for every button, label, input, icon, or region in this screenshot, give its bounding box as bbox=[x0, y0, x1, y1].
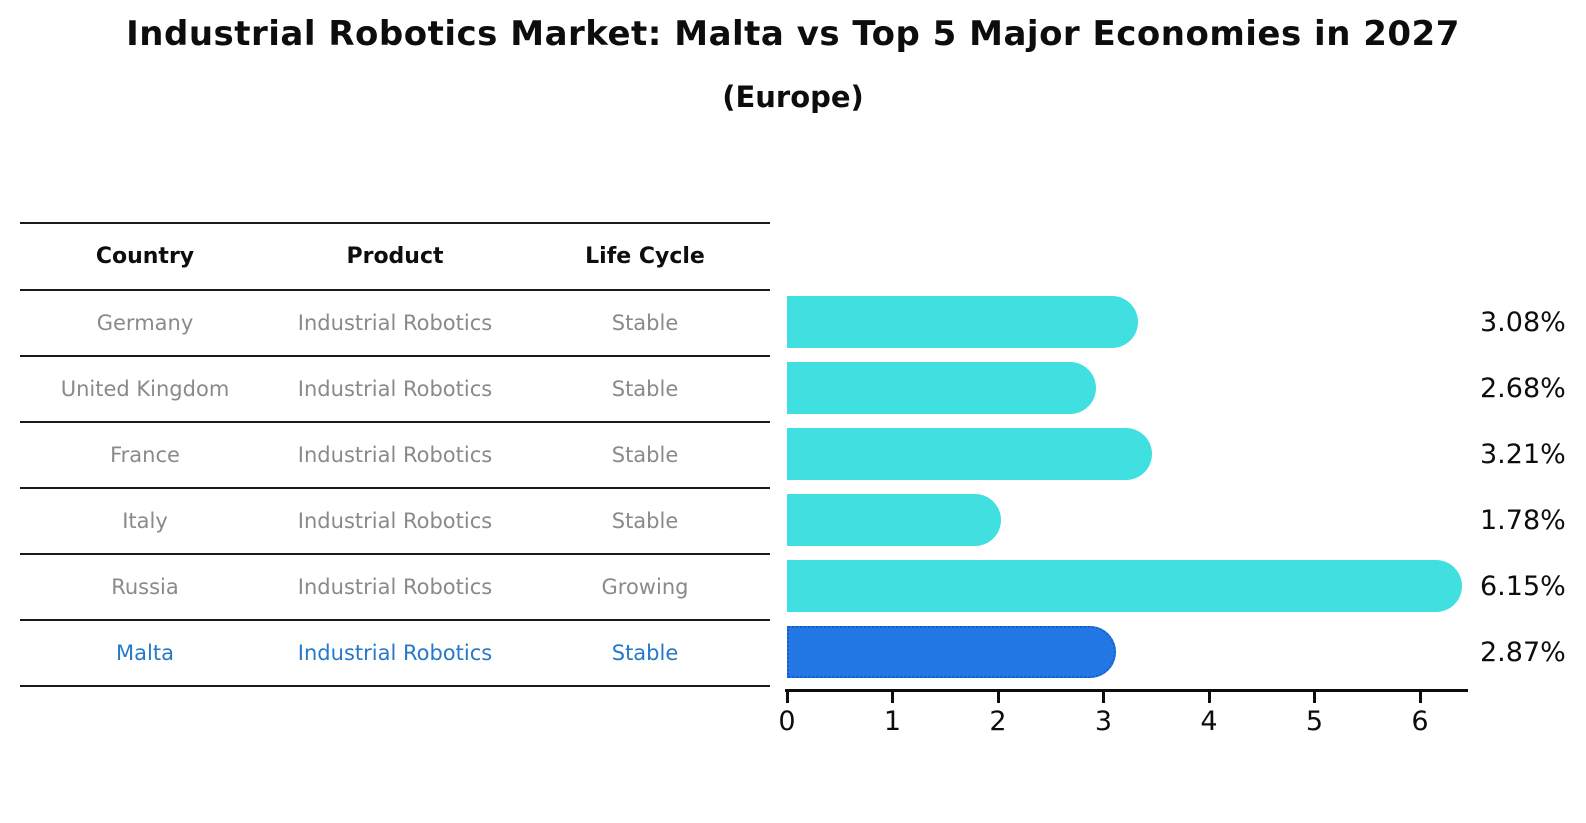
chart-subtitle: (Europe) bbox=[722, 80, 864, 114]
table-header-row: Country Product Life Cycle bbox=[20, 224, 770, 289]
table-header-product: Product bbox=[346, 244, 444, 269]
table-cell-product: Industrial Robotics bbox=[297, 641, 493, 665]
table-cell-country: Germany bbox=[96, 311, 194, 335]
table-body: Germany Industrial Robotics Stable United K… bbox=[20, 291, 770, 687]
table-cell-country: France bbox=[110, 443, 180, 467]
x-axis-tick-label: 4 bbox=[1200, 706, 1218, 737]
table-header-country: Country bbox=[95, 244, 195, 269]
table-cell-life-cycle: Stable bbox=[611, 377, 679, 401]
x-axis-line bbox=[785, 689, 1468, 692]
table-cell-product: Industrial Robotics bbox=[297, 509, 493, 533]
table-row-france: France Industrial Robotics Stable bbox=[20, 423, 770, 487]
table-cell-life-cycle: Stable bbox=[611, 311, 679, 335]
table-row-united-kingdom: United Kingdom Industrial Robotics Stable bbox=[20, 357, 770, 421]
x-axis-tick-label: 5 bbox=[1305, 706, 1324, 737]
bar-france bbox=[787, 428, 1152, 480]
table-cell-country: Malta bbox=[116, 641, 174, 665]
x-axis-tick-label: 3 bbox=[1094, 706, 1113, 737]
table-row-divider bbox=[20, 487, 770, 489]
x-axis-tick bbox=[785, 692, 789, 703]
table-border-top bbox=[20, 222, 770, 224]
table-cell-product: Industrial Robotics bbox=[297, 575, 493, 599]
chart-title: Industrial Robotics Market: Malta vs Top… bbox=[126, 14, 1460, 54]
table-cell-life-cycle: Stable bbox=[611, 509, 679, 533]
bar-italy bbox=[787, 494, 1001, 546]
bar-value-label: 6.15% bbox=[1480, 571, 1566, 602]
bar-value-label: 2.87% bbox=[1480, 637, 1566, 668]
table-cell-life-cycle: Growing bbox=[601, 575, 689, 599]
bar-value-label: 2.68% bbox=[1480, 373, 1566, 404]
table-cell-product: Industrial Robotics bbox=[297, 443, 493, 467]
table-cell-country: United Kingdom bbox=[60, 377, 230, 401]
table-cell-product: Industrial Robotics bbox=[297, 311, 493, 335]
bar-russia bbox=[787, 560, 1462, 612]
table-cell-country: Russia bbox=[111, 575, 179, 599]
table-cell-life-cycle: Stable bbox=[611, 443, 679, 467]
table-row-divider bbox=[20, 355, 770, 357]
x-axis-tick bbox=[1418, 692, 1422, 703]
x-axis-tick-label: 0 bbox=[778, 706, 796, 737]
table-row-divider bbox=[20, 553, 770, 555]
x-axis-tick-label: 2 bbox=[989, 706, 1007, 737]
bar-value-label: 3.08% bbox=[1480, 307, 1566, 338]
table-row-russia: Russia Industrial Robotics Growing bbox=[20, 555, 770, 619]
bar-united-kingdom bbox=[787, 362, 1096, 414]
table-row-malta: Malta Industrial Robotics Stable bbox=[20, 621, 770, 685]
country-table: Country Product Life Cycle Germany Indust… bbox=[20, 222, 770, 687]
bar-value-label: 1.78% bbox=[1480, 505, 1566, 536]
x-axis-tick bbox=[996, 692, 1000, 703]
table-cell-product: Industrial Robotics bbox=[297, 377, 493, 401]
x-axis-tick bbox=[891, 692, 894, 703]
x-axis-tick bbox=[1313, 692, 1316, 703]
bar-malta bbox=[787, 626, 1116, 678]
table-row-divider bbox=[20, 619, 770, 621]
x-axis-tick bbox=[1207, 692, 1211, 703]
table-cell-life-cycle: Stable bbox=[611, 641, 679, 665]
table-row-divider bbox=[20, 685, 770, 687]
table-row-germany: Germany Industrial Robotics Stable bbox=[20, 291, 770, 355]
bar-germany bbox=[787, 296, 1138, 348]
x-axis-tick bbox=[1102, 692, 1105, 703]
table-row-italy: Italy Industrial Robotics Stable bbox=[20, 489, 770, 553]
table-header-divider bbox=[20, 289, 770, 291]
x-axis-tick-label: 1 bbox=[883, 706, 902, 737]
table-cell-country: Italy bbox=[122, 509, 168, 533]
x-axis-tick-label: 6 bbox=[1411, 706, 1429, 737]
table-header-lifecycle: Life Cycle bbox=[585, 244, 705, 269]
table-row-divider bbox=[20, 421, 770, 423]
bar-value-label: 3.21% bbox=[1480, 439, 1566, 470]
